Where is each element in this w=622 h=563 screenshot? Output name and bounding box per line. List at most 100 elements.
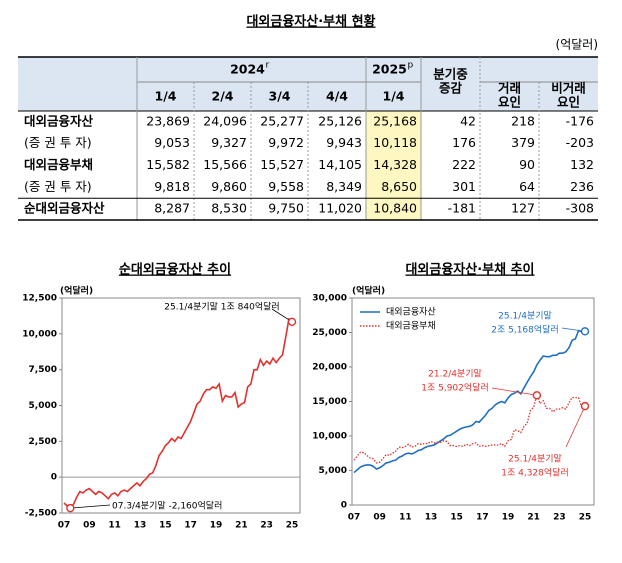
col-header: 증감 [439,81,463,96]
y-tick-label: 0 [51,473,57,483]
cell: 379 [511,135,535,150]
col-header: 거래 [498,81,521,96]
cell: 8,530 [211,201,247,216]
annotation: 07.3/4분기말 -2,160억달러 [112,500,222,512]
row-label: 대외금융부채 [24,157,93,172]
cell: 176 [452,135,476,150]
cell: 218 [511,113,535,128]
x-tick-label: 13 [425,513,438,523]
x-tick-label: 15 [159,521,172,531]
x-tick-label: 07 [348,513,361,523]
col-header-mark: p [408,61,414,71]
annotation: 1조 4,328억달러 [501,467,568,479]
y-axis-label: (억달러) [60,285,93,297]
y-tick-label: 5,000 [29,401,57,411]
row-label: (증 권 투 자) [24,135,92,150]
table-title: 대외금융자산·부채 현황 [246,14,375,30]
cell: 42 [460,113,476,128]
highlight-point [287,317,297,326]
x-tick-label: 13 [134,521,147,531]
x-tick-label: 23 [553,513,566,523]
y-tick-label: 7,500 [29,365,57,375]
annotation: 2조 5,168억달러 [491,324,558,336]
cell: 9,860 [211,179,247,194]
cell: 301 [452,179,476,194]
y-tick-label: 30,000 [312,294,347,304]
cell: 9,818 [154,179,190,194]
y-tick-label: 20,000 [312,363,347,373]
legend-label: 대외금융부채 [386,320,436,332]
row-label: 대외금융자산 [24,113,94,128]
cell: 25,126 [318,113,362,128]
col-header: 1/4 [155,89,177,104]
col-header: 2024 [230,62,265,77]
x-tick-label: 25 [286,521,299,531]
row-label: 순대외금융자산 [24,201,105,216]
cell: 9,053 [154,135,190,150]
annotation: 1조 5,902억달러 [421,382,488,394]
annotation-arrow [491,387,537,396]
col-header: 비거래 [551,81,586,96]
cell: -181 [448,201,476,216]
y-tick-label: 10,000 [312,432,347,442]
x-tick-label: 19 [502,513,515,523]
cell: 25,277 [260,113,304,128]
col-header: 2025 [372,62,407,77]
col-header: 2/4 [212,89,234,104]
cell: 222 [452,157,476,172]
cell: 8,650 [381,179,417,194]
annotation: 25.1/4분기말 [508,453,562,465]
y-tick-label: 25,000 [312,328,347,338]
x-tick-label: 17 [184,521,197,531]
table-unit: (억달러) [556,38,598,52]
cell: 24,096 [203,113,247,128]
y-tick-label: -2,500 [25,509,57,519]
x-tick-label: 11 [399,513,412,523]
cell: 8,287 [154,201,190,216]
x-tick-label: 23 [260,521,273,531]
line-series [63,317,293,510]
cell: 9,327 [211,135,247,150]
highlight-point [580,327,590,336]
cell: 10,840 [373,201,417,216]
cell: 64 [519,179,535,194]
x-tick-label: 19 [210,521,223,531]
cell: 236 [570,179,594,194]
col-header: 요인 [498,95,521,110]
line-series [353,393,586,464]
cell: -176 [566,113,594,128]
cell: 14,328 [373,157,417,172]
annotation: 21.2/4분기말 [428,368,482,380]
cell: 8,349 [326,179,362,194]
y-tick-label: 5,000 [319,466,347,476]
cell: 9,558 [268,179,304,194]
col-header: 3/4 [269,89,291,104]
cell: 15,527 [260,157,304,172]
x-tick-label: 09 [83,521,96,531]
annotation-arrow [70,504,111,509]
cell: 14,105 [318,157,362,172]
col-header-mark: r [266,61,270,71]
cell: 25,168 [373,113,417,128]
chart-title: 대외금융자산·부채 추이 [405,262,534,278]
highlight-point [580,401,590,411]
cell: 11,020 [318,201,362,216]
highlight-point [66,503,75,513]
x-tick-label: 15 [450,513,463,523]
col-header: 1/4 [383,89,405,104]
x-tick-label: 21 [527,513,540,523]
col-header: 분기중 [433,67,468,82]
cell: 9,972 [268,135,304,150]
highlight-col [366,111,421,220]
y-tick-label: 10,000 [22,329,57,339]
cell: -308 [566,201,594,216]
y-tick-label: 15,000 [312,397,347,407]
cell: 90 [519,157,535,172]
annotation-arrow [565,405,586,448]
cell: 10,118 [373,135,417,150]
x-tick-label: 11 [108,521,121,531]
cell: 15,566 [203,157,247,172]
annotation: 25.1/4분기말 1조 840억달러 [164,301,279,313]
x-tick-label: 17 [476,513,489,523]
